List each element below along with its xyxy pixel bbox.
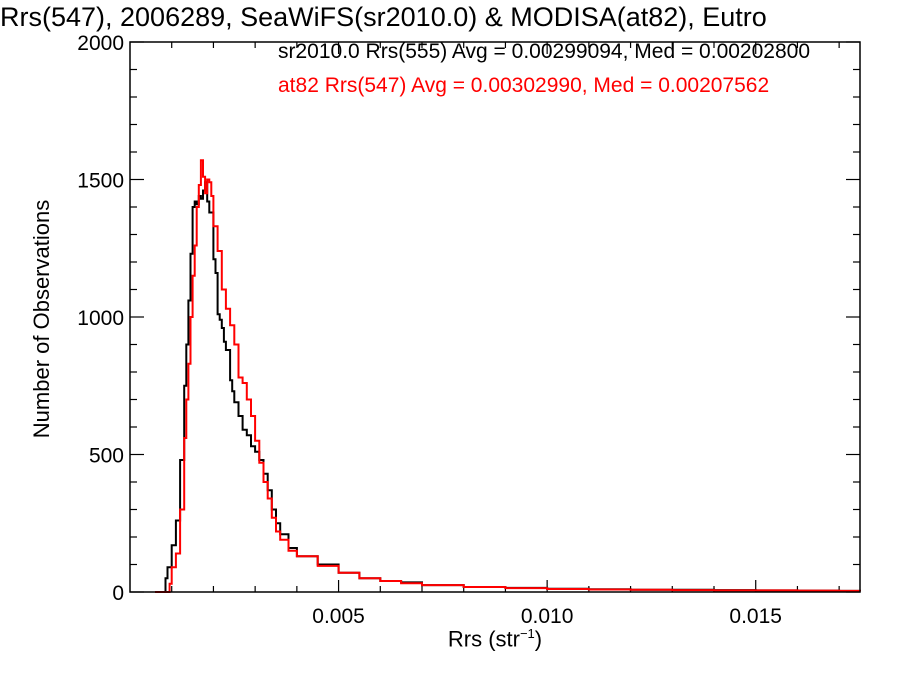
y-tick-label: 1000 <box>77 307 124 330</box>
x-tick-label: 0.005 <box>312 605 365 628</box>
x-tick-label: 0.010 <box>521 605 574 628</box>
y-tick-label: 2000 <box>77 32 124 55</box>
series-line-1 <box>155 159 861 593</box>
x-axis-label: Rrs (str−1) <box>448 626 542 652</box>
x-axis-label-main: Rrs (str <box>447 626 520 652</box>
x-tick-label: 0.015 <box>729 605 782 628</box>
legend-entry-seawifs: sr2010.0 Rrs(555) Avg = 0.00299094, Med … <box>278 40 811 63</box>
y-tick-label: 0 <box>112 582 124 605</box>
legend-entry-modisa: at82 Rrs(547) Avg = 0.00302990, Med = 0.… <box>278 74 770 97</box>
x-axis-label-exponent: −1 <box>519 626 535 641</box>
axis-ticks: 0.005 0.010 0.015 0 500 1000 1500 2000 <box>77 32 860 628</box>
y-tick-label: 1500 <box>77 170 124 193</box>
y-axis-label: Number of Observations <box>29 199 54 439</box>
series-line-0 <box>155 181 861 593</box>
series-group <box>155 159 861 593</box>
plot-frame <box>129 41 861 593</box>
y-tick-label: 500 <box>89 445 124 468</box>
chart-title: Rrs(547), 2006289, SeaWiFS(sr2010.0) & M… <box>0 2 767 32</box>
x-axis-label-close: ) <box>534 626 543 652</box>
